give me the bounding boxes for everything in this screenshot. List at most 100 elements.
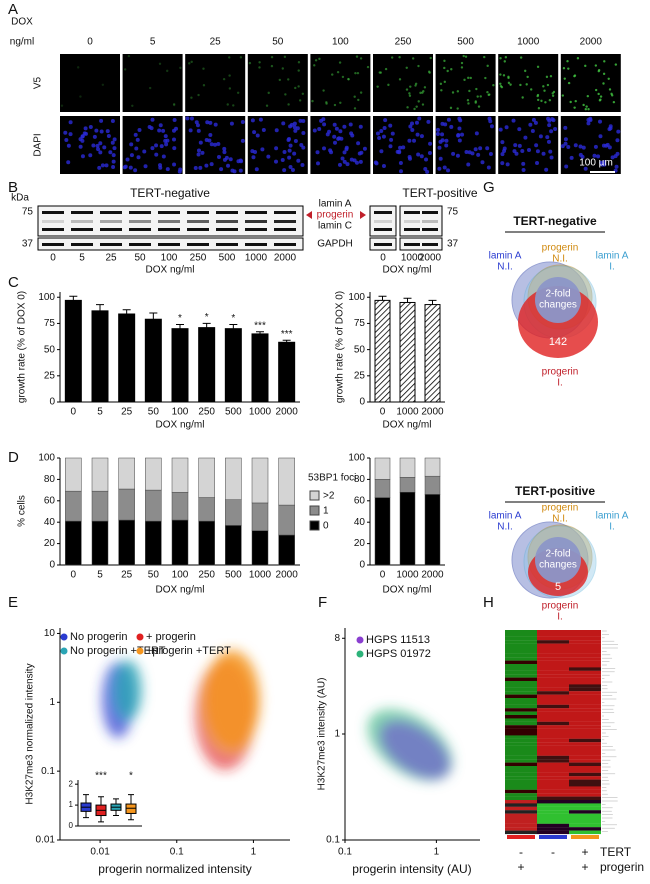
- cell: [142, 149, 147, 154]
- x-tick-label: 5: [97, 407, 103, 418]
- cell: [569, 155, 574, 160]
- cell: [549, 129, 554, 134]
- heatmap-cell: [505, 830, 537, 835]
- cell: [428, 141, 433, 146]
- cell: [536, 65, 540, 69]
- panel-label: E: [8, 594, 18, 611]
- cell: [260, 147, 265, 152]
- cell: [423, 167, 428, 172]
- cell: [576, 57, 580, 60]
- significance: ***: [281, 329, 293, 340]
- venn-label: progerin: [542, 601, 579, 612]
- x-tick-label: 0.1: [170, 847, 184, 858]
- panel-label: D: [8, 449, 19, 466]
- condition-sign: +: [517, 860, 524, 874]
- heatmap-cell: [537, 694, 569, 699]
- band: [100, 243, 122, 246]
- micrograph: [373, 116, 433, 174]
- cell: [535, 161, 540, 166]
- cell: [507, 81, 511, 85]
- marker: 75: [447, 207, 459, 218]
- cell: [524, 69, 527, 73]
- cell: [585, 105, 588, 108]
- heatmap-cell: [569, 636, 601, 641]
- cell: [543, 89, 546, 92]
- heatmap-cell: [569, 772, 601, 777]
- cell: [561, 94, 565, 97]
- cell: [190, 60, 193, 64]
- bar-segment: [171, 519, 189, 566]
- cell: [88, 153, 93, 158]
- y-tick-label: 1: [69, 800, 74, 809]
- cell: [322, 89, 325, 92]
- heatmap-cell: [537, 735, 569, 739]
- cell: [521, 161, 526, 166]
- significance: *: [129, 771, 133, 782]
- cell: [76, 66, 80, 69]
- y-tick-label: 60: [44, 495, 56, 506]
- cell: [292, 151, 297, 156]
- cell: [158, 163, 163, 168]
- cell: [525, 83, 528, 86]
- cell: [290, 167, 295, 172]
- significance: *: [205, 312, 209, 323]
- heatmap-cell: [505, 684, 537, 688]
- cell: [446, 168, 451, 173]
- cell: [68, 120, 73, 125]
- x-tick-label: 0.01: [90, 847, 110, 858]
- bar: [91, 310, 109, 403]
- cell: [498, 127, 503, 132]
- cell: [278, 78, 282, 82]
- cell: [252, 130, 257, 135]
- heatmap-cell: [537, 817, 569, 821]
- heatmap-cell: [569, 630, 601, 634]
- cell: [189, 116, 194, 121]
- band-label: lamin C: [318, 221, 352, 232]
- condition-sign: +: [581, 860, 588, 874]
- x-tick-label: 0: [380, 407, 386, 418]
- heatmap-cell: [505, 742, 537, 746]
- cell: [435, 132, 440, 137]
- y-tick-label: 0.01: [36, 835, 56, 846]
- condition-sign: -: [519, 845, 523, 859]
- cell: [288, 165, 293, 170]
- cell: [339, 101, 342, 105]
- axis-label: progerin normalized intensity: [98, 862, 251, 876]
- heatmap-cell: [537, 827, 569, 831]
- cell: [507, 76, 510, 80]
- bar-segment: [171, 491, 189, 521]
- band: [404, 228, 420, 231]
- heatmap-cell: [569, 732, 601, 736]
- band: [42, 220, 64, 223]
- cell: [460, 66, 464, 69]
- heatmap-cell: [505, 752, 537, 756]
- bar-segment: [91, 520, 109, 566]
- x-tick-label: 250: [198, 570, 215, 581]
- cell: [110, 118, 115, 123]
- cell: [477, 105, 481, 108]
- dose-label: 500: [457, 37, 474, 48]
- cell: [228, 74, 231, 77]
- cell: [377, 135, 382, 140]
- cell: [66, 143, 71, 148]
- bar-segment: [278, 534, 295, 566]
- band: [374, 220, 392, 223]
- band: [71, 228, 93, 231]
- venn-label: I.: [557, 378, 563, 389]
- x-tick-label: 1000: [249, 570, 272, 581]
- axis-label: growth rate (% of DOX 0): [17, 291, 28, 403]
- cell: [281, 67, 284, 70]
- dose-label: 25: [210, 37, 222, 48]
- heatmap-cell: [505, 650, 537, 654]
- marker: 37: [22, 239, 34, 250]
- band: [374, 228, 392, 231]
- band: [187, 243, 209, 246]
- cell: [398, 78, 402, 81]
- cell: [417, 64, 420, 68]
- cell: [488, 119, 493, 124]
- heatmap-cell: [569, 664, 601, 668]
- dose-label: 100: [161, 253, 178, 264]
- heatmap-cell: [537, 806, 569, 811]
- cell: [551, 94, 555, 97]
- heatmap-cell: [537, 636, 569, 641]
